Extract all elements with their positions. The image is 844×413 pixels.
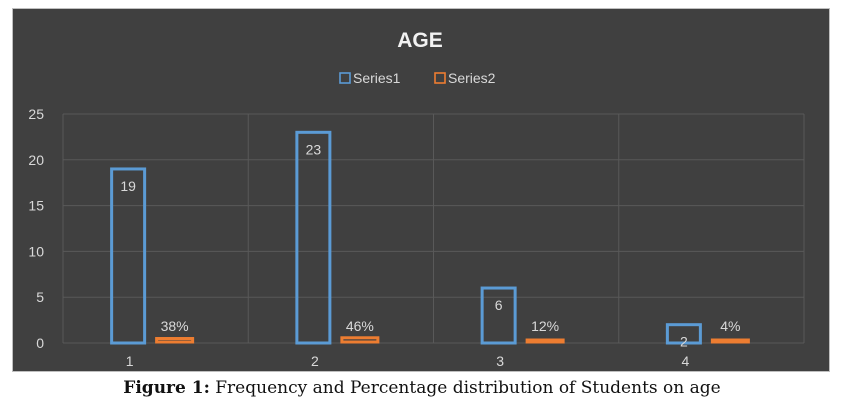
chart-frame bbox=[12, 8, 830, 372]
bar-series2 bbox=[710, 338, 750, 344]
gridlines bbox=[62, 113, 805, 344]
y-tick-label: 20 bbox=[28, 152, 44, 168]
bar-series1 bbox=[110, 167, 147, 345]
caption-label: Figure 1: bbox=[123, 378, 210, 398]
data-label-series1: 23 bbox=[306, 141, 322, 157]
x-tick-label: 2 bbox=[311, 353, 319, 369]
data-labels: 19 38% 23 46% 6 12% 2 4% bbox=[120, 141, 740, 349]
chart-title: AGE bbox=[397, 29, 443, 52]
data-label-series1: 19 bbox=[120, 178, 136, 194]
bar-series2 bbox=[155, 337, 195, 344]
x-tick-label: 1 bbox=[126, 353, 134, 369]
legend: Series1 Series2 bbox=[339, 70, 496, 86]
x-tick-label: 3 bbox=[496, 353, 504, 369]
legend-swatch bbox=[339, 72, 351, 84]
legend-swatch bbox=[434, 72, 446, 84]
bars bbox=[110, 130, 750, 345]
caption-text: Frequency and Percentage distribution of… bbox=[209, 378, 721, 398]
data-label-series2: 4% bbox=[720, 318, 740, 334]
data-label-series2: 12% bbox=[531, 318, 559, 334]
data-label-series2: 38% bbox=[161, 318, 189, 334]
y-tick-label: 0 bbox=[36, 335, 44, 351]
y-tick-label: 5 bbox=[36, 289, 44, 305]
bar-series2 bbox=[525, 338, 565, 344]
y-axis: 0 5 10 15 20 25 bbox=[28, 106, 44, 351]
y-tick-label: 25 bbox=[28, 106, 44, 122]
y-tick-label: 10 bbox=[28, 243, 44, 259]
data-label-series2: 46% bbox=[346, 318, 374, 334]
y-tick-label: 15 bbox=[28, 198, 44, 214]
x-axis: 1 2 3 4 bbox=[126, 353, 690, 369]
bar-series2 bbox=[340, 336, 380, 344]
bar-series1 bbox=[665, 323, 702, 345]
figure-caption: Figure 1: Frequency and Percentage distr… bbox=[0, 378, 844, 398]
data-label-series1: 6 bbox=[495, 297, 503, 313]
legend-entry: Series2 bbox=[448, 70, 496, 86]
x-tick-label: 4 bbox=[681, 353, 689, 369]
bar-series1 bbox=[295, 130, 332, 345]
bar-series1 bbox=[480, 286, 517, 345]
legend-entry: Series1 bbox=[353, 70, 401, 86]
data-label-series1: 2 bbox=[680, 334, 688, 350]
